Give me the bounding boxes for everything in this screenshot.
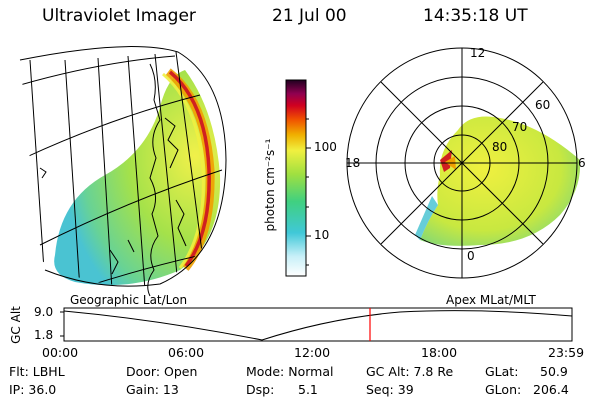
earth-limb <box>19 46 227 287</box>
altitude-axis-label: GC Alt <box>9 306 23 344</box>
colorbar-unit-label: photon cm⁻²s⁻¹ <box>263 138 277 232</box>
time-tick-1200: 12:00 <box>294 345 331 360</box>
mlt-label-6: 6 <box>578 156 586 170</box>
mlt-label-0: 0 <box>467 249 475 263</box>
aurora-arc-core <box>168 70 211 268</box>
time-tick-0600: 06:00 <box>168 345 205 360</box>
time-tick-1800: 18:00 <box>421 345 458 360</box>
altitude-plot <box>60 307 573 342</box>
ip-info: IP: 36.0 <box>9 382 57 397</box>
apex-label: Apex MLat/MLT <box>446 293 536 307</box>
time-tick-0000: 00:00 <box>42 345 79 360</box>
geographic-map <box>19 46 227 297</box>
lat-label-80: 80 <box>492 140 508 154</box>
altitude-tick-9: 9.0 <box>34 305 54 319</box>
lat-label-60: 60 <box>535 98 551 112</box>
lat-label-70: 70 <box>512 120 528 134</box>
coastline <box>39 63 187 297</box>
altitude-tick-1-8: 1.8 <box>34 328 54 342</box>
mlt-label-18: 18 <box>345 156 361 170</box>
time-tick-2359: 23:59 <box>548 345 585 360</box>
glat-value: 50.9 <box>540 364 568 379</box>
aurora-emission-polar <box>420 116 581 246</box>
colorbar-tick-100: 100 <box>314 140 337 154</box>
gain-info: Gain: 13 <box>126 382 179 397</box>
dsp-label: Dsp: <box>246 382 275 397</box>
observation-date: 21 Jul 00 <box>272 6 347 26</box>
altitude-curve <box>63 310 573 341</box>
filter-info: Flt: LBHL <box>9 364 65 379</box>
colorbar-tick-10: 10 <box>314 228 330 242</box>
glon-label: GLon: <box>485 382 522 397</box>
polar-plot <box>346 47 581 279</box>
seq-info: Seq: 39 <box>366 382 414 397</box>
gc-alt-info: GC Alt: 7.8 Re <box>366 364 454 379</box>
observation-time: 14:35:18 UT <box>423 6 528 26</box>
mode-info: Mode: Normal <box>246 364 334 379</box>
glat-label: GLat: <box>485 364 519 379</box>
color-scale-bar <box>285 79 311 277</box>
door-info: Door: Open <box>126 364 198 379</box>
dsp-value: 5.1 <box>298 382 318 397</box>
glon-value: 206.4 <box>533 382 569 397</box>
geographic-label: Geographic Lat/Lon <box>70 293 188 307</box>
instrument-title: Ultraviolet Imager <box>42 6 196 26</box>
mlt-label-12: 12 <box>470 46 486 60</box>
